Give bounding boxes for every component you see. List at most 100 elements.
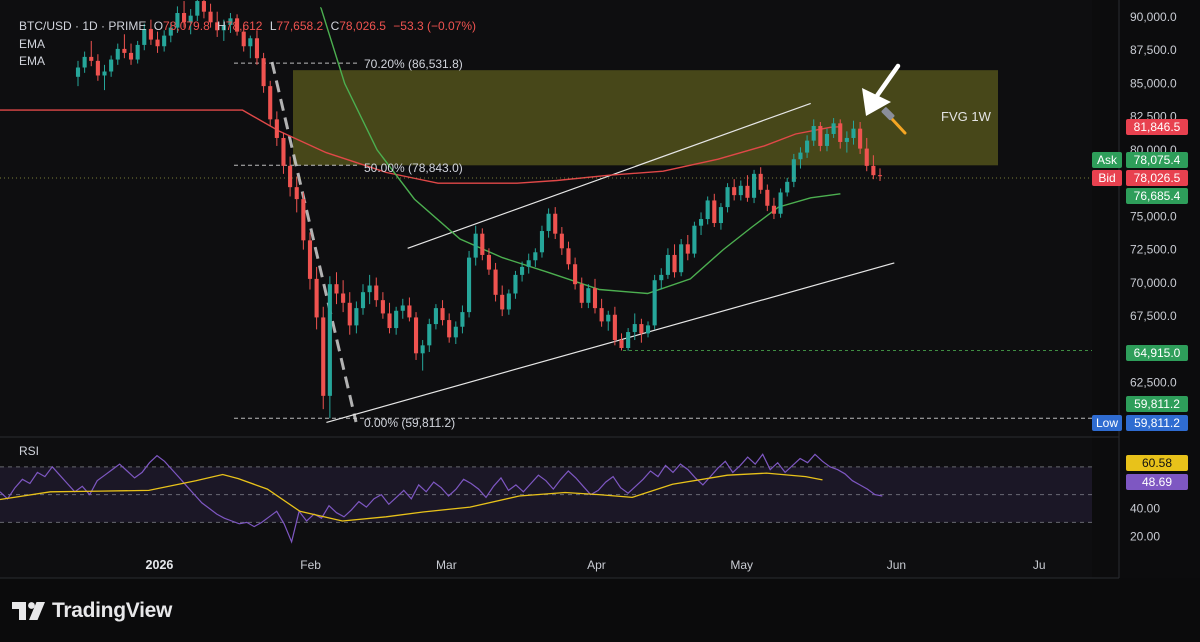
candle[interactable]: [109, 55, 114, 77]
candle[interactable]: [698, 212, 704, 236]
candle[interactable]: [195, 0, 200, 21]
candle[interactable]: [433, 304, 438, 330]
candle[interactable]: [380, 292, 385, 319]
candle[interactable]: [460, 305, 465, 334]
candle[interactable]: [413, 312, 419, 360]
candle[interactable]: [665, 248, 670, 279]
candle[interactable]: [75, 60, 81, 87]
candle[interactable]: [645, 321, 651, 338]
candle[interactable]: [288, 156, 293, 197]
candle[interactable]: [745, 175, 750, 202]
candle[interactable]: [619, 333, 624, 351]
candle[interactable]: [573, 257, 578, 290]
candle[interactable]: [148, 19, 153, 45]
candle[interactable]: [82, 51, 87, 73]
candle[interactable]: [235, 14, 240, 36]
legend-ema-2[interactable]: EMA: [19, 54, 45, 68]
legend-ema-1[interactable]: EMA: [19, 37, 45, 51]
candle[interactable]: [341, 280, 346, 313]
candle[interactable]: [122, 34, 127, 59]
candle[interactable]: [851, 120, 856, 145]
candle[interactable]: [294, 176, 299, 213]
candle[interactable]: [858, 122, 863, 154]
candle[interactable]: [407, 297, 412, 322]
candle[interactable]: [453, 321, 458, 345]
candle[interactable]: [513, 270, 518, 299]
candle[interactable]: [864, 137, 869, 172]
candle[interactable]: [387, 302, 392, 334]
candle[interactable]: [354, 301, 359, 334]
candle[interactable]: [221, 19, 226, 41]
candle[interactable]: [95, 54, 100, 81]
candle[interactable]: [758, 167, 763, 194]
candles-layer[interactable]: [75, 0, 883, 419]
candle[interactable]: [268, 80, 273, 127]
candle[interactable]: [579, 277, 584, 309]
candle[interactable]: [307, 232, 313, 290]
candle[interactable]: [89, 40, 94, 67]
candle[interactable]: [467, 250, 472, 318]
candle[interactable]: [374, 277, 379, 307]
candle[interactable]: [102, 64, 107, 91]
candle[interactable]: [128, 43, 134, 65]
candle[interactable]: [347, 292, 352, 335]
candle[interactable]: [135, 40, 140, 64]
candle[interactable]: [440, 300, 445, 326]
candle[interactable]: [718, 203, 723, 230]
candle[interactable]: [367, 274, 372, 305]
candle[interactable]: [877, 168, 883, 182]
candle[interactable]: [427, 318, 432, 352]
candle[interactable]: [526, 253, 531, 274]
candle[interactable]: [824, 128, 830, 152]
candle[interactable]: [752, 169, 757, 204]
candle[interactable]: [539, 225, 545, 258]
candle[interactable]: [142, 23, 147, 51]
candle[interactable]: [500, 285, 505, 317]
candle[interactable]: [188, 9, 193, 35]
candle[interactable]: [785, 177, 790, 197]
candle[interactable]: [394, 306, 399, 335]
candle[interactable]: [334, 272, 339, 305]
candle[interactable]: [261, 52, 266, 93]
candle[interactable]: [553, 207, 558, 239]
candle[interactable]: [155, 31, 160, 53]
candle[interactable]: [254, 30, 260, 65]
candle[interactable]: [486, 248, 491, 275]
candle[interactable]: [480, 228, 485, 261]
candle[interactable]: [811, 119, 816, 146]
candle[interactable]: [771, 197, 777, 220]
candle[interactable]: [447, 313, 452, 343]
candle[interactable]: [228, 13, 233, 33]
candle[interactable]: [639, 318, 644, 343]
candle[interactable]: [805, 135, 810, 158]
candle[interactable]: [360, 284, 366, 315]
candle[interactable]: [520, 261, 525, 282]
candle[interactable]: [712, 193, 717, 228]
candle[interactable]: [612, 306, 617, 346]
candle[interactable]: [765, 184, 770, 212]
candle[interactable]: [473, 225, 478, 266]
candle[interactable]: [632, 313, 637, 341]
candle[interactable]: [281, 132, 286, 174]
candle[interactable]: [844, 131, 849, 153]
candle[interactable]: [248, 35, 253, 59]
candle[interactable]: [838, 119, 843, 149]
candle[interactable]: [208, 3, 213, 28]
candle[interactable]: [586, 284, 591, 309]
candle[interactable]: [652, 274, 657, 330]
candle[interactable]: [738, 180, 743, 201]
candle[interactable]: [506, 289, 511, 315]
candle[interactable]: [559, 227, 564, 255]
candle[interactable]: [685, 235, 690, 261]
brand-logo[interactable]: TradingView: [12, 597, 172, 625]
candle[interactable]: [705, 196, 710, 225]
candle[interactable]: [533, 248, 538, 267]
candle[interactable]: [692, 221, 697, 258]
candle[interactable]: [215, 11, 220, 37]
candle[interactable]: [626, 328, 631, 351]
candle[interactable]: [301, 192, 306, 250]
candle[interactable]: [115, 43, 120, 65]
candle[interactable]: [791, 153, 796, 188]
candle[interactable]: [168, 22, 173, 43]
candle[interactable]: [818, 122, 823, 152]
